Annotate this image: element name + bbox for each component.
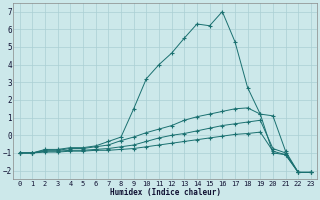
X-axis label: Humidex (Indice chaleur): Humidex (Indice chaleur)	[110, 188, 221, 197]
